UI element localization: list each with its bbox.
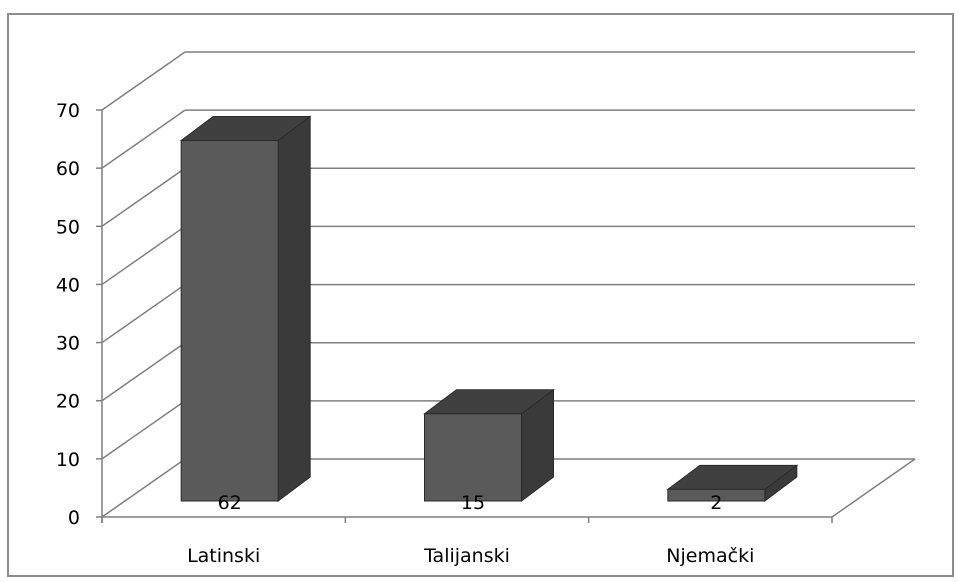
gridline-diagonal xyxy=(101,458,186,518)
y-tick-label: 10 xyxy=(56,449,80,471)
gridline-diagonal xyxy=(101,342,186,402)
bars-layer xyxy=(179,115,799,502)
data-label: 2 xyxy=(710,492,722,514)
gridline-diagonal xyxy=(101,283,186,344)
y-tick-label: 40 xyxy=(56,274,80,296)
y-tick-label: 30 xyxy=(56,333,80,355)
gridline-diagonal xyxy=(101,225,186,286)
y-tick-label: 20 xyxy=(56,391,80,413)
gridline-diagonal xyxy=(101,167,186,227)
y-tick-label: 60 xyxy=(56,158,80,180)
labels-layer: 0 10 20 30 40 50 60 70 62 Latinski 15 Talijanski 2 Nj… xyxy=(56,100,755,567)
x-tick-label: Latinski xyxy=(187,545,260,567)
bar-njemački xyxy=(666,464,799,502)
data-label: 15 xyxy=(461,492,485,514)
bar-front xyxy=(180,140,279,502)
gridline-diagonal xyxy=(101,109,186,169)
gridline-diagonal xyxy=(101,400,186,460)
bar-front xyxy=(424,413,522,502)
axis-layer xyxy=(96,109,833,523)
y-tick-label: 70 xyxy=(56,100,80,122)
bar-front xyxy=(667,488,766,502)
y-tick-label: 0 xyxy=(68,507,80,529)
data-label: 62 xyxy=(218,492,242,514)
gridline-diagonal xyxy=(101,51,186,111)
y-tick-label: 50 xyxy=(56,216,80,238)
bar-talijanski xyxy=(423,388,555,502)
floor-right-edge xyxy=(831,458,916,518)
bar-latinski xyxy=(179,115,312,502)
x-tick-label: Talijanski xyxy=(423,545,510,567)
x-tick-label: Njemački xyxy=(666,545,754,567)
bar-side xyxy=(277,115,311,502)
